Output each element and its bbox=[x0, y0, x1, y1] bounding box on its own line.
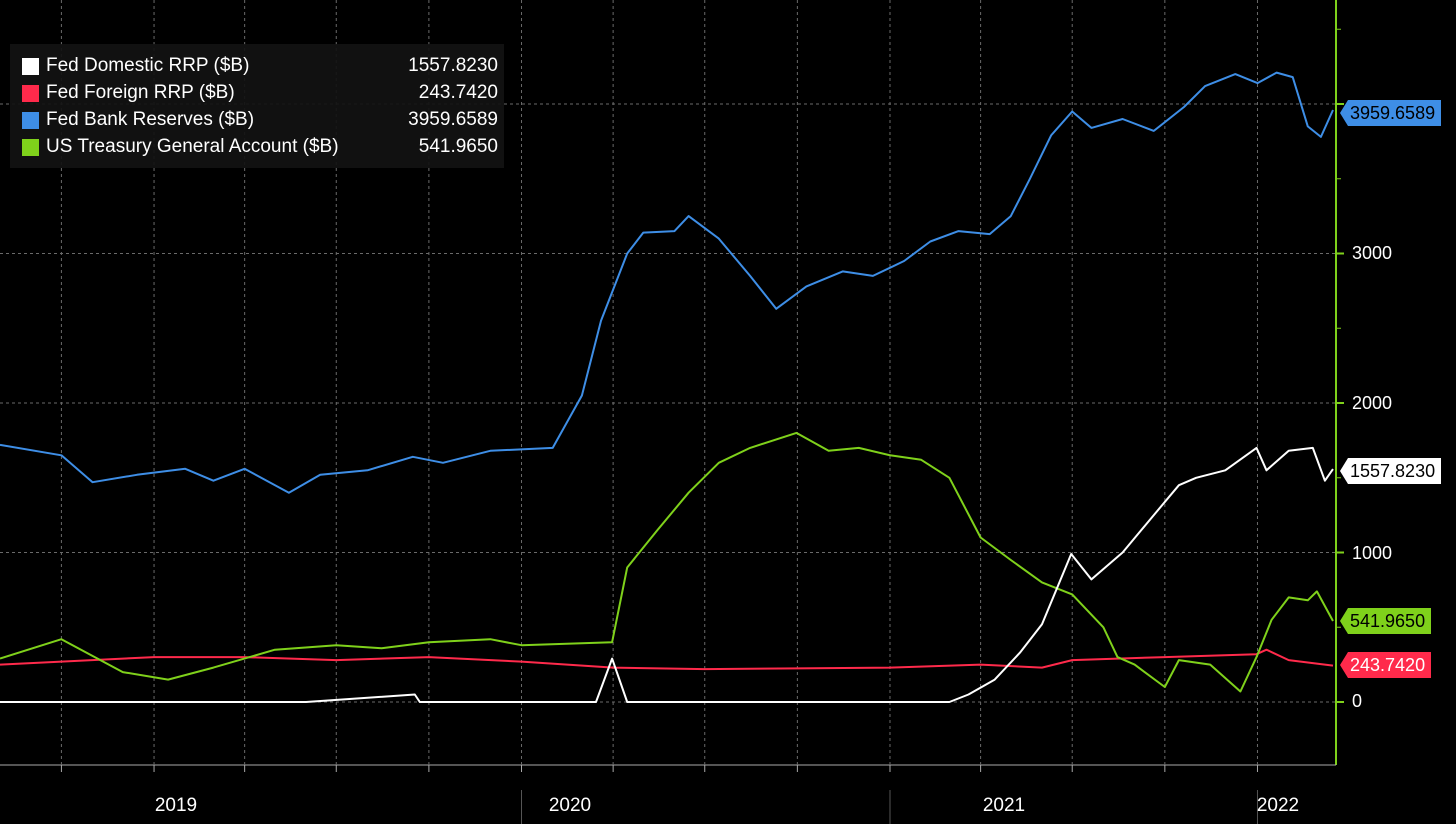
x-tick-label-2022: 2022 bbox=[1256, 795, 1300, 816]
y-tick-label: 2000 bbox=[1352, 393, 1393, 413]
last-value-tag-treasury-account: 541.9650 bbox=[1340, 608, 1432, 634]
legend: Fed Domestic RRP ($B) 1557.8230 Fed Fore… bbox=[10, 44, 504, 168]
legend-label: US Treasury General Account ($B) bbox=[46, 136, 339, 157]
x-tick-label-2019: 2019 bbox=[154, 795, 198, 816]
legend-value: 541.9650 bbox=[418, 136, 498, 157]
legend-label: Fed Bank Reserves ($B) bbox=[46, 109, 255, 130]
legend-label: Fed Domestic RRP ($B) bbox=[46, 55, 250, 76]
y-tick-label: 1000 bbox=[1352, 543, 1393, 563]
x-tick-label-2021: 2021 bbox=[982, 795, 1026, 816]
y-tick-label: 3000 bbox=[1352, 243, 1393, 263]
legend-value: 3959.6589 bbox=[408, 109, 498, 130]
last-value-tag-foreign-rrp: 243.7420 bbox=[1340, 652, 1432, 678]
y-tick-label: 0 bbox=[1352, 691, 1363, 711]
legend-item-foreign-rrp: Fed Foreign RRP ($B) 243.7420 bbox=[22, 81, 498, 107]
x-tick-label-2020: 2020 bbox=[548, 795, 592, 816]
last-value-tag-domestic-rrp: 1557.8230 bbox=[1340, 458, 1442, 484]
legend-value: 243.7420 bbox=[418, 82, 498, 103]
series-line-bank-reserves bbox=[0, 71, 1334, 494]
series-line-treasury-account bbox=[0, 431, 1334, 693]
legend-swatch bbox=[22, 139, 39, 156]
legend-item-bank-reserves: Fed Bank Reserves ($B) 3959.6589 bbox=[22, 108, 498, 134]
series-line-foreign-rrp bbox=[0, 648, 1334, 671]
series-line-domestic-rrp bbox=[0, 446, 1334, 703]
legend-value: 1557.8230 bbox=[408, 55, 498, 76]
legend-item-treasury-account: US Treasury General Account ($B) 541.965… bbox=[22, 135, 498, 161]
legend-swatch bbox=[22, 85, 39, 102]
last-value-tag-bank-reserves: 3959.6589 bbox=[1340, 100, 1442, 126]
legend-swatch bbox=[22, 58, 39, 75]
legend-item-domestic-rrp: Fed Domestic RRP ($B) 1557.8230 bbox=[22, 54, 498, 80]
legend-swatch bbox=[22, 112, 39, 129]
legend-label: Fed Foreign RRP ($B) bbox=[46, 82, 235, 103]
